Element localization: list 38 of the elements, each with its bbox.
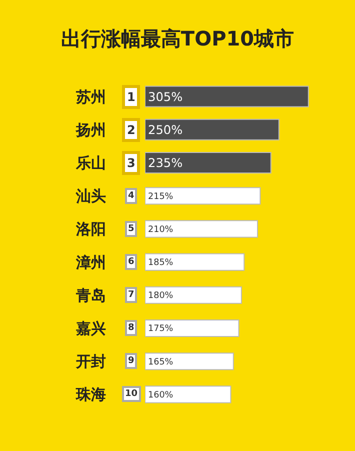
y-tick-label: 洛阳 [75,220,106,238]
data-label: 235% [148,156,183,170]
data-label: 185% [148,258,174,268]
data-label: 165% [148,357,174,368]
text: 10 [125,389,138,399]
data-label: 160% [148,390,174,400]
data-label: 250% [148,122,183,137]
bar [145,220,258,238]
text: 1 [127,90,136,104]
text: 2 [127,123,136,137]
data-label: 210% [148,224,174,235]
text: 7 [128,290,134,300]
data-label: 180% [148,291,174,302]
chart-title: 出行涨幅最高TOP10城市 [60,26,294,51]
y-tick-label: 漳州 [75,253,106,272]
y-tick-label: 乐山 [75,154,106,172]
y-tick-label: 扬州 [75,120,106,139]
bar [145,352,234,370]
y-tick-label: 青岛 [75,286,106,304]
bar [145,319,240,338]
text: 3 [127,156,136,170]
bar [145,187,261,205]
data-label: 305% [148,90,183,104]
text: 9 [128,356,134,366]
y-tick-label: 汕头 [75,187,106,206]
text: 8 [128,323,134,333]
y-tick-label: 嘉兴 [76,320,106,338]
data-label: 215% [148,192,174,202]
y-tick-label: 开封 [75,352,106,371]
text: 5 [128,224,134,234]
bar [145,253,245,271]
bar [145,286,242,304]
text: 4 [128,191,134,201]
y-tick-label: 珠海 [75,386,106,404]
data-label: 175% [148,324,174,334]
text: 6 [128,257,134,267]
bar [145,386,232,404]
y-tick-label: 苏州 [75,88,106,106]
